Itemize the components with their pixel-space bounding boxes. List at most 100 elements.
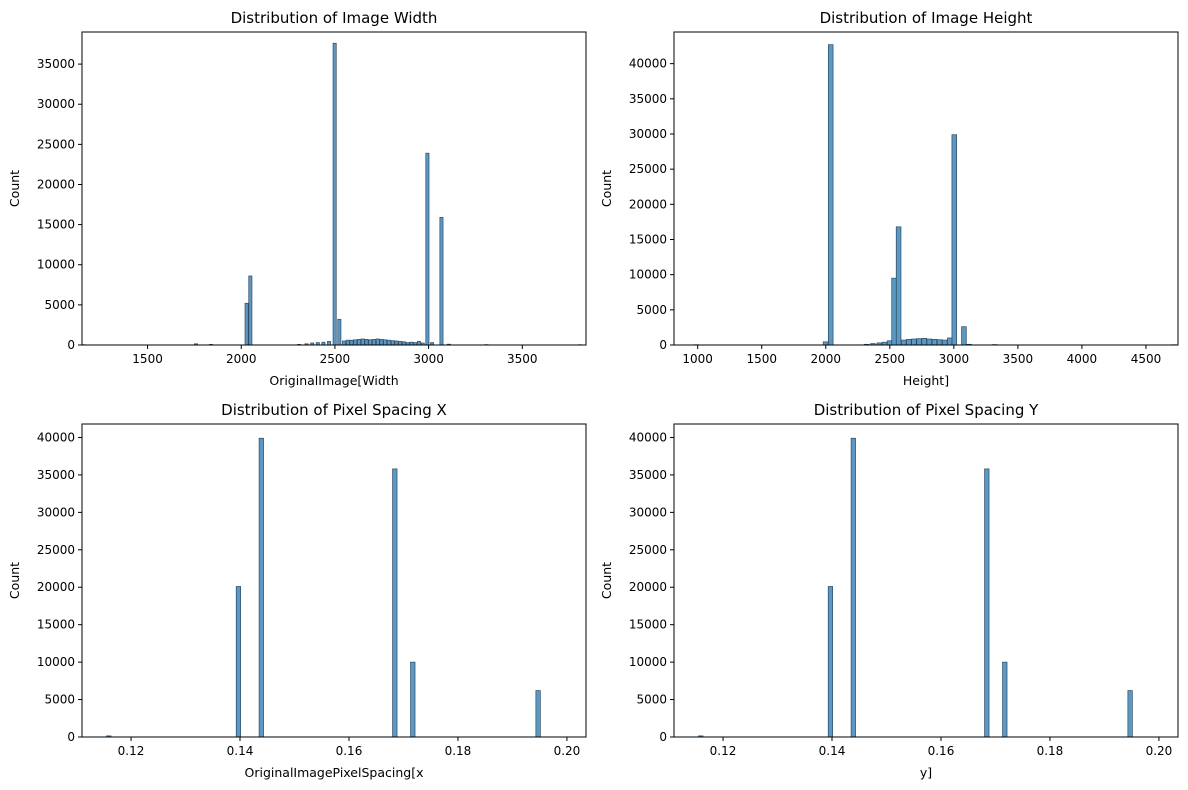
y-tick-label: 30000 <box>37 97 75 111</box>
y-tick-label: 0 <box>659 338 667 352</box>
histogram-bar <box>248 275 253 346</box>
x-axis-label: OriginalImagePixelSpacing[x <box>245 765 424 780</box>
x-tick-label: 2000 <box>811 352 842 366</box>
axes-frame <box>673 423 1179 738</box>
y-tick-label: 30000 <box>629 505 667 519</box>
axes-frame <box>81 31 587 346</box>
histogram-bar <box>337 318 342 346</box>
histogram-bar <box>906 339 912 346</box>
y-tick-label: 5000 <box>636 303 667 317</box>
y-tick-label: 15000 <box>629 232 667 246</box>
chart-title: Distribution of Image Width <box>231 9 438 27</box>
histogram-bar <box>827 44 834 346</box>
x-tick-label: 0.18 <box>445 744 472 758</box>
histogram-bar <box>375 338 380 346</box>
histogram-bar <box>383 339 388 346</box>
subplot-2: 1000 1500 2000 2500 3000 3500 4000 4500 0 5000 100… <box>599 9 1179 388</box>
histogram-bar <box>1127 690 1133 738</box>
y-tick-label: 10000 <box>37 258 75 272</box>
histogram-bar <box>916 338 922 346</box>
histogram-bar <box>342 340 346 346</box>
y-tick-label: 35000 <box>37 468 75 482</box>
histogram-bar <box>961 326 967 346</box>
histogram-bar <box>941 339 948 346</box>
histogram-bar <box>951 134 958 346</box>
y-axis-label: Count <box>7 170 22 207</box>
histogram-bar <box>827 586 834 738</box>
y-tick-label: 5000 <box>44 298 75 312</box>
x-tick-label: 0.16 <box>336 744 363 758</box>
y-tick-label: 10000 <box>629 268 667 282</box>
x-tick-label: 1500 <box>746 352 777 366</box>
histogram-bar <box>931 339 938 346</box>
chart-title: Distribution of Pixel Spacing X <box>221 401 447 419</box>
histogram-bar <box>850 437 856 738</box>
x-tick-label: 0.14 <box>819 744 846 758</box>
y-tick-label: 40000 <box>629 430 667 444</box>
y-tick-label: 25000 <box>37 543 75 557</box>
y-axis-label: Count <box>599 170 614 207</box>
y-axis-label: Count <box>7 562 22 599</box>
histogram-bar <box>900 339 907 346</box>
histogram-bar <box>379 339 384 346</box>
histogram-bar <box>417 341 421 346</box>
y-tick-label: 0 <box>659 730 667 744</box>
x-tick-label: 0.16 <box>928 744 955 758</box>
y-tick-label: 15000 <box>37 218 75 232</box>
y-tick-label: 5000 <box>44 693 75 707</box>
histogram-bar <box>364 339 369 346</box>
chart-title: Distribution of Pixel Spacing Y <box>814 401 1039 419</box>
histogram-bar <box>936 339 943 346</box>
x-tick-label: 0.12 <box>710 744 737 758</box>
y-tick-label: 20000 <box>629 580 667 594</box>
y-tick-label: 35000 <box>629 92 667 106</box>
x-tick-label: 3500 <box>1003 352 1034 366</box>
y-axis-label: Count <box>599 562 614 599</box>
x-tick-label: 2500 <box>320 352 351 366</box>
x-tick-label: 4000 <box>1067 352 1098 366</box>
y-tick-label: 20000 <box>37 580 75 594</box>
histogram-bar <box>891 277 897 346</box>
y-tick-label: 15000 <box>629 618 667 632</box>
histogram-bar <box>911 338 917 346</box>
histogram-bar <box>984 468 990 738</box>
histogram-bar <box>345 339 350 346</box>
histogram-bar <box>394 340 399 346</box>
y-tick-label: 20000 <box>629 197 667 211</box>
histogram-bar <box>410 661 416 738</box>
x-tick-label: 3000 <box>413 352 444 366</box>
y-tick-label: 25000 <box>629 162 667 176</box>
x-tick-label: 0.18 <box>1037 744 1064 758</box>
histogram-bar <box>235 586 242 738</box>
histogram-bar <box>392 468 398 738</box>
y-tick-label: 10000 <box>629 655 667 669</box>
x-tick-label: 3000 <box>939 352 970 366</box>
histogram-bar <box>398 341 403 346</box>
x-axis-label: Height] <box>903 373 949 388</box>
y-tick-label: 0 <box>67 338 75 352</box>
x-tick-label: 0.14 <box>227 744 254 758</box>
subplot-4: 0.12 0.14 0.16 0.18 0.20 0 5000 10000 15000 20000… <box>599 401 1179 780</box>
x-tick-label: 4500 <box>1131 352 1162 366</box>
histogram-bar <box>353 339 358 346</box>
x-tick-label: 2500 <box>875 352 906 366</box>
x-tick-label: 0.12 <box>118 744 145 758</box>
axes-frame <box>81 423 587 738</box>
histogram-bar <box>895 226 902 346</box>
y-tick-label: 15000 <box>37 618 75 632</box>
histogram-bar <box>387 339 391 346</box>
histogram-bar <box>357 339 361 346</box>
y-tick-label: 35000 <box>629 468 667 482</box>
histogram-bar <box>258 437 264 738</box>
y-tick-label: 30000 <box>629 127 667 141</box>
y-tick-label: 30000 <box>37 505 75 519</box>
y-tick-label: 25000 <box>37 137 75 151</box>
histogram-bar <box>425 152 430 346</box>
y-tick-label: 5000 <box>636 693 667 707</box>
x-tick-label: 3500 <box>507 352 538 366</box>
histogram-bar <box>332 42 337 346</box>
histogram-bar <box>535 690 541 738</box>
x-tick-label: 2000 <box>226 352 257 366</box>
histogram-bar <box>886 340 893 346</box>
x-tick-label: 1500 <box>132 352 163 366</box>
